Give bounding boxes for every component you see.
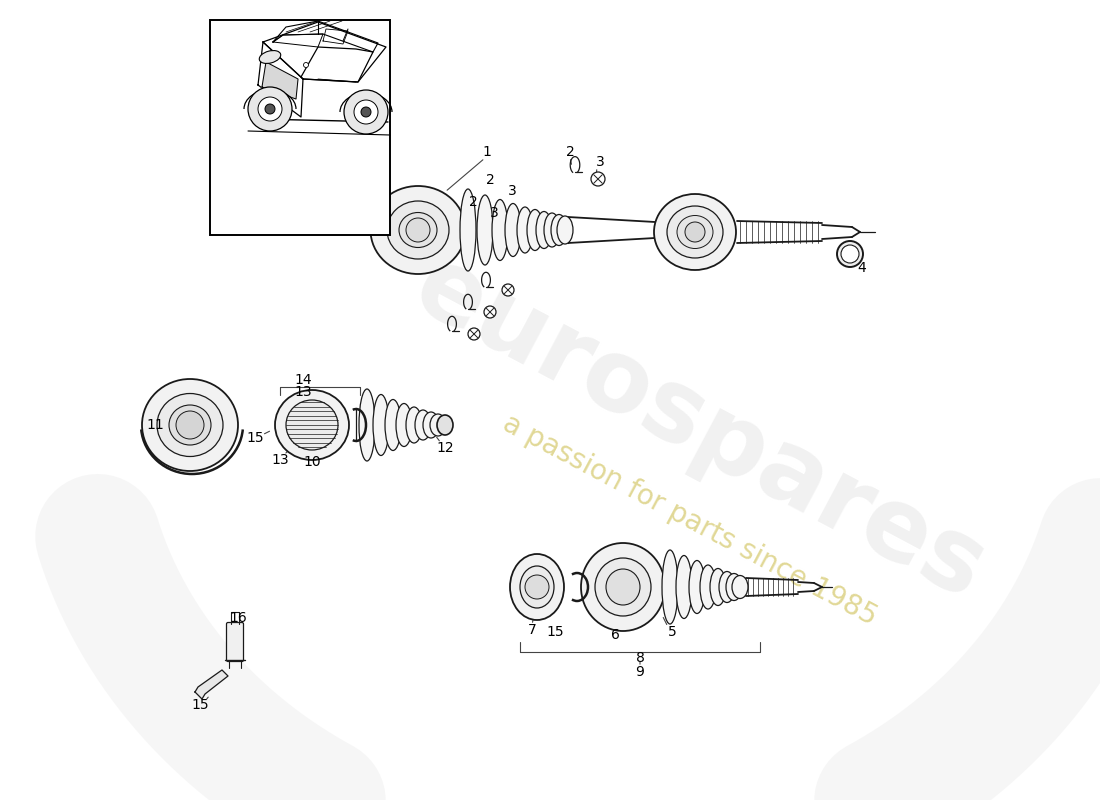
- Ellipse shape: [260, 50, 280, 63]
- Text: 12: 12: [437, 441, 454, 455]
- Text: 15: 15: [191, 698, 209, 712]
- Ellipse shape: [689, 561, 705, 614]
- Ellipse shape: [415, 410, 431, 440]
- Circle shape: [344, 90, 388, 134]
- Text: a passion for parts since 1985: a passion for parts since 1985: [498, 409, 882, 631]
- Polygon shape: [195, 670, 228, 699]
- Ellipse shape: [169, 405, 211, 445]
- FancyBboxPatch shape: [227, 622, 243, 662]
- Text: 2: 2: [485, 173, 494, 187]
- Ellipse shape: [837, 241, 864, 267]
- Ellipse shape: [732, 575, 748, 598]
- Ellipse shape: [286, 400, 338, 450]
- Text: 11: 11: [146, 418, 164, 432]
- Ellipse shape: [654, 194, 736, 270]
- Ellipse shape: [527, 210, 543, 250]
- Text: 14: 14: [294, 373, 311, 387]
- Ellipse shape: [551, 214, 566, 246]
- Circle shape: [248, 87, 292, 131]
- Circle shape: [361, 107, 371, 117]
- Text: 4: 4: [858, 261, 867, 275]
- Circle shape: [468, 328, 480, 340]
- Circle shape: [591, 172, 605, 186]
- Ellipse shape: [719, 571, 735, 602]
- Ellipse shape: [399, 213, 437, 247]
- Text: 1: 1: [483, 145, 492, 159]
- Circle shape: [484, 306, 496, 318]
- Polygon shape: [262, 62, 298, 99]
- Text: 5: 5: [668, 625, 676, 639]
- Ellipse shape: [667, 206, 723, 258]
- Ellipse shape: [359, 389, 375, 461]
- Text: 7: 7: [528, 623, 537, 637]
- Circle shape: [502, 284, 514, 296]
- Ellipse shape: [606, 569, 640, 605]
- Ellipse shape: [371, 186, 465, 274]
- Text: 3: 3: [595, 155, 604, 169]
- Ellipse shape: [510, 554, 564, 620]
- Text: 13: 13: [272, 453, 289, 467]
- Text: 6: 6: [610, 628, 619, 642]
- Ellipse shape: [520, 566, 554, 608]
- Ellipse shape: [406, 407, 422, 443]
- Text: 3: 3: [507, 184, 516, 198]
- Circle shape: [685, 222, 705, 242]
- Circle shape: [406, 218, 430, 242]
- Text: 16: 16: [229, 611, 246, 625]
- Ellipse shape: [726, 574, 742, 601]
- Ellipse shape: [517, 207, 534, 253]
- Text: 9: 9: [636, 665, 645, 679]
- Ellipse shape: [505, 203, 521, 257]
- Text: 2: 2: [469, 195, 477, 209]
- Text: 2: 2: [565, 145, 574, 159]
- Ellipse shape: [544, 213, 560, 247]
- Ellipse shape: [373, 394, 389, 455]
- Ellipse shape: [557, 216, 573, 244]
- Circle shape: [842, 245, 859, 263]
- Ellipse shape: [387, 201, 449, 259]
- Ellipse shape: [385, 399, 402, 450]
- Circle shape: [265, 104, 275, 114]
- Ellipse shape: [536, 211, 552, 249]
- Ellipse shape: [157, 394, 223, 457]
- Ellipse shape: [492, 199, 508, 261]
- Ellipse shape: [710, 569, 726, 606]
- Ellipse shape: [142, 379, 238, 471]
- Text: 13: 13: [294, 385, 311, 399]
- Text: eurospares: eurospares: [398, 238, 1002, 622]
- Ellipse shape: [595, 558, 651, 616]
- Ellipse shape: [424, 412, 439, 438]
- Text: 8: 8: [636, 651, 645, 665]
- Ellipse shape: [437, 415, 453, 435]
- Ellipse shape: [676, 555, 692, 618]
- Text: 3: 3: [490, 206, 498, 220]
- Text: 10: 10: [304, 455, 321, 469]
- Text: 15: 15: [547, 625, 564, 639]
- Ellipse shape: [700, 565, 716, 609]
- Ellipse shape: [477, 195, 493, 265]
- Ellipse shape: [460, 189, 476, 271]
- Ellipse shape: [662, 550, 678, 624]
- Ellipse shape: [275, 390, 349, 460]
- Circle shape: [176, 411, 204, 439]
- Ellipse shape: [396, 403, 412, 446]
- Circle shape: [258, 97, 282, 121]
- Ellipse shape: [676, 215, 713, 249]
- Text: 15: 15: [246, 431, 264, 445]
- Ellipse shape: [581, 543, 666, 631]
- Circle shape: [525, 575, 549, 599]
- Ellipse shape: [430, 414, 446, 436]
- Bar: [210, 20, 390, 235]
- Circle shape: [304, 62, 308, 67]
- Circle shape: [354, 100, 378, 124]
